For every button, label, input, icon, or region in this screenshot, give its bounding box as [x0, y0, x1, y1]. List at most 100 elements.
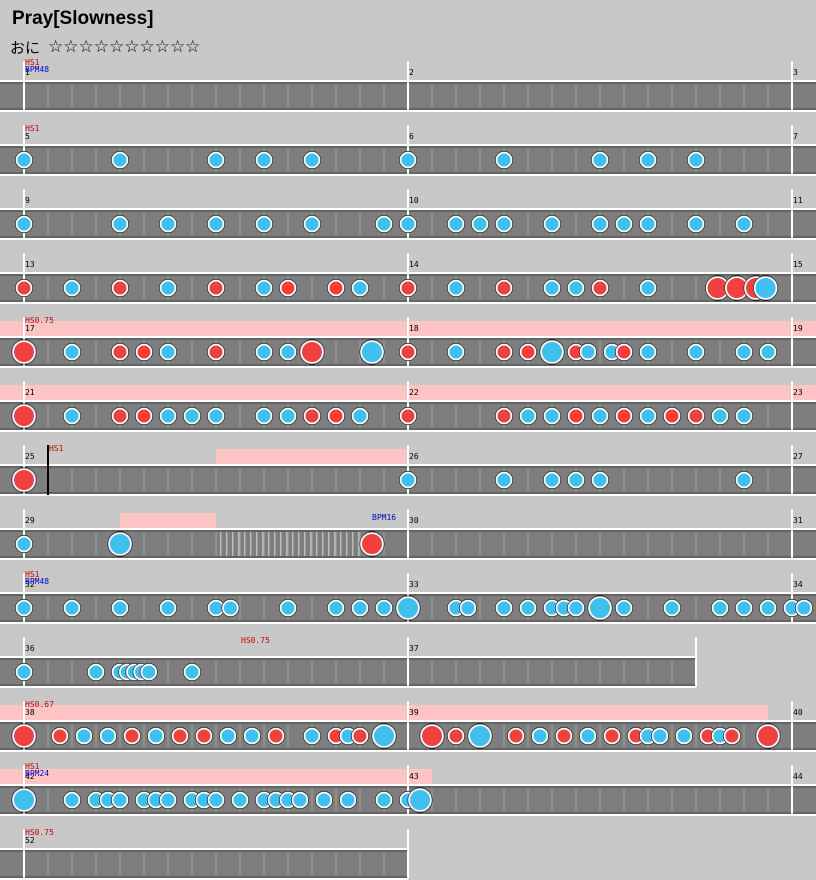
- ka-note: [687, 151, 705, 169]
- ka-note: [639, 279, 657, 297]
- note-outline: [134, 342, 154, 362]
- note-outline: [11, 467, 37, 493]
- ka-note: [279, 407, 297, 425]
- don-note: [555, 727, 573, 745]
- hs-highlight: [0, 769, 432, 786]
- ka-note: [663, 599, 681, 617]
- note-outline: [587, 595, 613, 621]
- measure-number: 29: [25, 516, 35, 525]
- note-outline: [254, 150, 274, 170]
- note-outline: [139, 662, 158, 682]
- don-note: [207, 343, 225, 361]
- ka-note: [207, 151, 225, 169]
- note-outline: [590, 278, 610, 298]
- measure-number: 32: [25, 580, 35, 589]
- measure-number: 27: [793, 452, 803, 461]
- bpm-label: BPM48: [25, 577, 49, 586]
- note-outline: [398, 406, 418, 426]
- ka-note: [447, 215, 465, 233]
- note-outline: [338, 790, 358, 810]
- ka-note: [543, 279, 561, 297]
- note-outline: [14, 662, 34, 682]
- note-outline: [110, 342, 130, 362]
- don-note: [495, 343, 513, 361]
- ka-note: [495, 151, 513, 169]
- note-outline: [542, 406, 562, 426]
- ka-note: [615, 599, 633, 617]
- don-note: [111, 343, 129, 361]
- ka-note: [495, 471, 513, 489]
- note-outline: [566, 598, 586, 618]
- big-don-note: [12, 404, 36, 428]
- bpm-label: BPM24: [25, 769, 49, 778]
- note-outline: [11, 787, 37, 813]
- ka-note: [140, 663, 158, 681]
- note-outline: [752, 275, 779, 301]
- note-outline: [206, 342, 226, 362]
- ka-note: [531, 727, 549, 745]
- note-outline: [122, 726, 142, 746]
- ka-note: [759, 343, 777, 361]
- ka-note: [255, 151, 273, 169]
- note-outline: [206, 214, 226, 234]
- note-outline: [494, 598, 514, 618]
- note-outline: [494, 150, 514, 170]
- note-outline: [158, 790, 178, 810]
- note-outline: [398, 150, 418, 170]
- note-outline: [11, 723, 37, 749]
- note-outline: [158, 598, 178, 618]
- note-outline: [395, 595, 421, 621]
- note-outline: [494, 342, 514, 362]
- note-outline: [110, 406, 130, 426]
- ka-note: [63, 279, 81, 297]
- ka-note: [207, 791, 225, 809]
- note-outline: [278, 278, 298, 298]
- note-outline: [554, 726, 574, 746]
- note-outline: [578, 726, 598, 746]
- ka-note: [399, 151, 417, 169]
- ka-note: [111, 215, 129, 233]
- measure-number: 7: [793, 132, 798, 141]
- ka-note: [567, 599, 585, 617]
- don-note: [495, 407, 513, 425]
- big-ka-note: [588, 596, 612, 620]
- note-outline: [14, 278, 34, 298]
- note-outline: [374, 214, 394, 234]
- difficulty-row: おに ☆☆☆☆☆☆☆☆☆☆: [10, 37, 200, 58]
- measure-number: 26: [409, 452, 419, 461]
- hs-label: HS0.67: [25, 700, 54, 709]
- ka-note: [279, 343, 297, 361]
- ka-note: [159, 279, 177, 297]
- note-outline: [650, 726, 670, 746]
- note-outline: [299, 339, 325, 365]
- note-outline: [722, 726, 742, 746]
- ka-note: [543, 407, 561, 425]
- ka-note: [63, 791, 81, 809]
- ka-note: [351, 599, 369, 617]
- ka-note: [111, 599, 129, 617]
- hs-label: HS1: [25, 58, 40, 67]
- ka-note: [219, 727, 237, 745]
- ka-note: [63, 343, 81, 361]
- ka-note: [735, 343, 753, 361]
- don-note: [687, 407, 705, 425]
- measure-number: 44: [793, 772, 803, 781]
- measure-number: 37: [409, 644, 419, 653]
- note-outline: [14, 534, 34, 554]
- ka-note: [399, 215, 417, 233]
- don-note: [723, 727, 741, 745]
- note-outline: [314, 790, 334, 810]
- ka-note: [651, 727, 669, 745]
- note-outline: [242, 726, 262, 746]
- note-outline: [638, 278, 658, 298]
- note-outline: [539, 339, 565, 365]
- measure-number: 13: [25, 260, 35, 269]
- note-outline: [758, 342, 778, 362]
- measure-number: 19: [793, 324, 803, 333]
- ka-note: [495, 599, 513, 617]
- hs-highlight: [0, 705, 768, 722]
- measure-number: 23: [793, 388, 803, 397]
- ka-note: [615, 215, 633, 233]
- note-outline: [218, 726, 238, 746]
- note-outline: [662, 406, 682, 426]
